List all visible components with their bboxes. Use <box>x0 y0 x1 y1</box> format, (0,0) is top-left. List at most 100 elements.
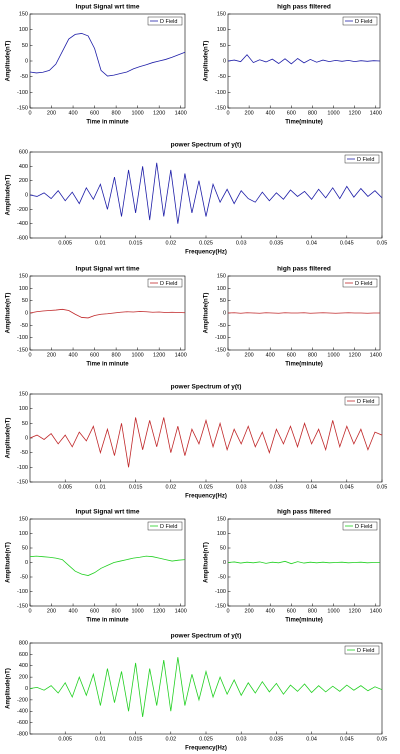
legend-box <box>147 521 183 531</box>
x-tick-label: 0.04 <box>306 484 317 490</box>
plot-area <box>29 275 186 351</box>
x-tick-label: 400 <box>68 352 77 358</box>
legend-label: D Field <box>160 19 177 25</box>
x-tick-label: 0.045 <box>340 736 354 742</box>
x-tick-label: 1400 <box>175 352 187 358</box>
y-tick-label: 200 <box>19 675 28 681</box>
y-tick-label: 50 <box>22 421 28 427</box>
y-axis-label: Amplitude(nT) <box>6 542 12 583</box>
x-tick-label: 400 <box>68 608 77 614</box>
legend-label: D Field <box>160 281 177 287</box>
y-tick-label: 200 <box>19 178 28 184</box>
y-tick-label: -200 <box>17 697 28 703</box>
y-tick-label: 100 <box>217 286 226 292</box>
x-tick-label: 200 <box>245 608 254 614</box>
y-tick-label: 50 <box>220 545 226 551</box>
x-tick-label: 200 <box>245 110 254 116</box>
x-tick-label: 800 <box>112 352 121 358</box>
y-tick-label: -50 <box>218 74 226 80</box>
plot-area <box>29 642 383 735</box>
x-tick-label: 200 <box>47 110 56 116</box>
x-tick-label: 1200 <box>349 110 361 116</box>
y-tick-label: -150 <box>17 479 28 485</box>
x-axis-label: Frequency(Hz) <box>185 746 227 752</box>
x-tick-label: 1400 <box>370 608 382 614</box>
y-tick-label: -400 <box>17 221 28 227</box>
y-axis-label: Amplitude(nT) <box>6 293 12 334</box>
y-tick-label: -100 <box>215 589 226 595</box>
data-line <box>227 312 380 314</box>
x-tick-label: 0 <box>226 608 229 614</box>
x-tick-label: 1200 <box>349 608 361 614</box>
x-tick-label: 200 <box>245 352 254 358</box>
x-tick-label: 0.04 <box>306 736 317 742</box>
legend-label: D Field <box>355 19 372 25</box>
x-tick-label: 1400 <box>370 110 382 116</box>
legend-label: D Field <box>357 648 374 654</box>
legend-label: D Field <box>357 157 374 163</box>
y-axis-label: Amplitude(nT) <box>6 41 12 82</box>
y-tick-label: -400 <box>17 709 28 715</box>
data-line <box>227 560 380 565</box>
data-line <box>29 555 186 576</box>
x-tick-label: 0.03 <box>236 736 247 742</box>
x-tick-label: 1200 <box>153 608 165 614</box>
x-tick-label: 1000 <box>327 110 339 116</box>
y-tick-label: 50 <box>22 43 28 49</box>
y-tick-label: 150 <box>19 391 28 397</box>
y-tick-label: -100 <box>215 90 226 96</box>
x-axis-label: Time in minute <box>86 120 129 126</box>
x-tick-label: 1400 <box>175 608 187 614</box>
legend-box <box>342 278 378 288</box>
y-tick-label: -150 <box>215 347 226 353</box>
chart-title: Input Signal wrt time <box>76 266 140 273</box>
x-axis-label: Time(minute) <box>285 120 323 126</box>
y-tick-label: -100 <box>17 465 28 471</box>
x-tick-label: 0.005 <box>58 736 72 742</box>
data-line <box>29 417 383 468</box>
x-tick-label: 600 <box>287 608 296 614</box>
x-tick-label: 0.03 <box>236 240 247 246</box>
plot-area <box>227 13 381 109</box>
y-tick-label: -150 <box>17 347 28 353</box>
y-axis-label: Amplitude(nT) <box>6 418 12 459</box>
y-tick-label: 100 <box>217 27 226 33</box>
x-tick-label: 0.015 <box>129 240 143 246</box>
legend-label: D Field <box>357 399 374 405</box>
chart-title: power Spectrum of y(t) <box>171 142 242 149</box>
x-tick-label: 400 <box>68 110 77 116</box>
y-tick-label: 50 <box>22 545 28 551</box>
x-tick-label: 0 <box>226 110 229 116</box>
chart-title: power Spectrum of y(t) <box>171 633 242 640</box>
x-tick-label: 0.03 <box>236 484 247 490</box>
x-tick-label: 0.05 <box>377 240 388 246</box>
x-tick-label: 0.035 <box>270 736 284 742</box>
legend-box <box>344 396 380 406</box>
legend-label: D Field <box>355 281 372 287</box>
x-tick-label: 0.045 <box>340 484 354 490</box>
x-tick-label: 200 <box>47 352 56 358</box>
y-tick-label: 0 <box>25 310 28 316</box>
x-tick-label: 1000 <box>132 110 144 116</box>
y-tick-label: 50 <box>22 298 28 304</box>
x-tick-label: 600 <box>287 110 296 116</box>
legend-label: D Field <box>160 524 177 530</box>
y-tick-label: -100 <box>17 335 28 341</box>
y-tick-label: 0 <box>25 560 28 566</box>
x-tick-label: 0.025 <box>199 484 213 490</box>
y-tick-label: 100 <box>19 286 28 292</box>
x-axis-label: Frequency(Hz) <box>185 494 227 500</box>
data-line <box>29 308 186 319</box>
x-tick-label: 0.035 <box>270 484 284 490</box>
x-tick-label: 0.045 <box>340 240 354 246</box>
chart-title: power Spectrum of y(t) <box>171 384 242 391</box>
y-tick-label: 400 <box>19 164 28 170</box>
x-tick-label: 0 <box>28 352 31 358</box>
legend-box <box>342 521 378 531</box>
x-tick-label: 1400 <box>175 110 187 116</box>
x-tick-label: 400 <box>266 110 275 116</box>
x-tick-label: 800 <box>308 352 317 358</box>
x-tick-label: 600 <box>90 352 99 358</box>
x-tick-label: 800 <box>112 110 121 116</box>
